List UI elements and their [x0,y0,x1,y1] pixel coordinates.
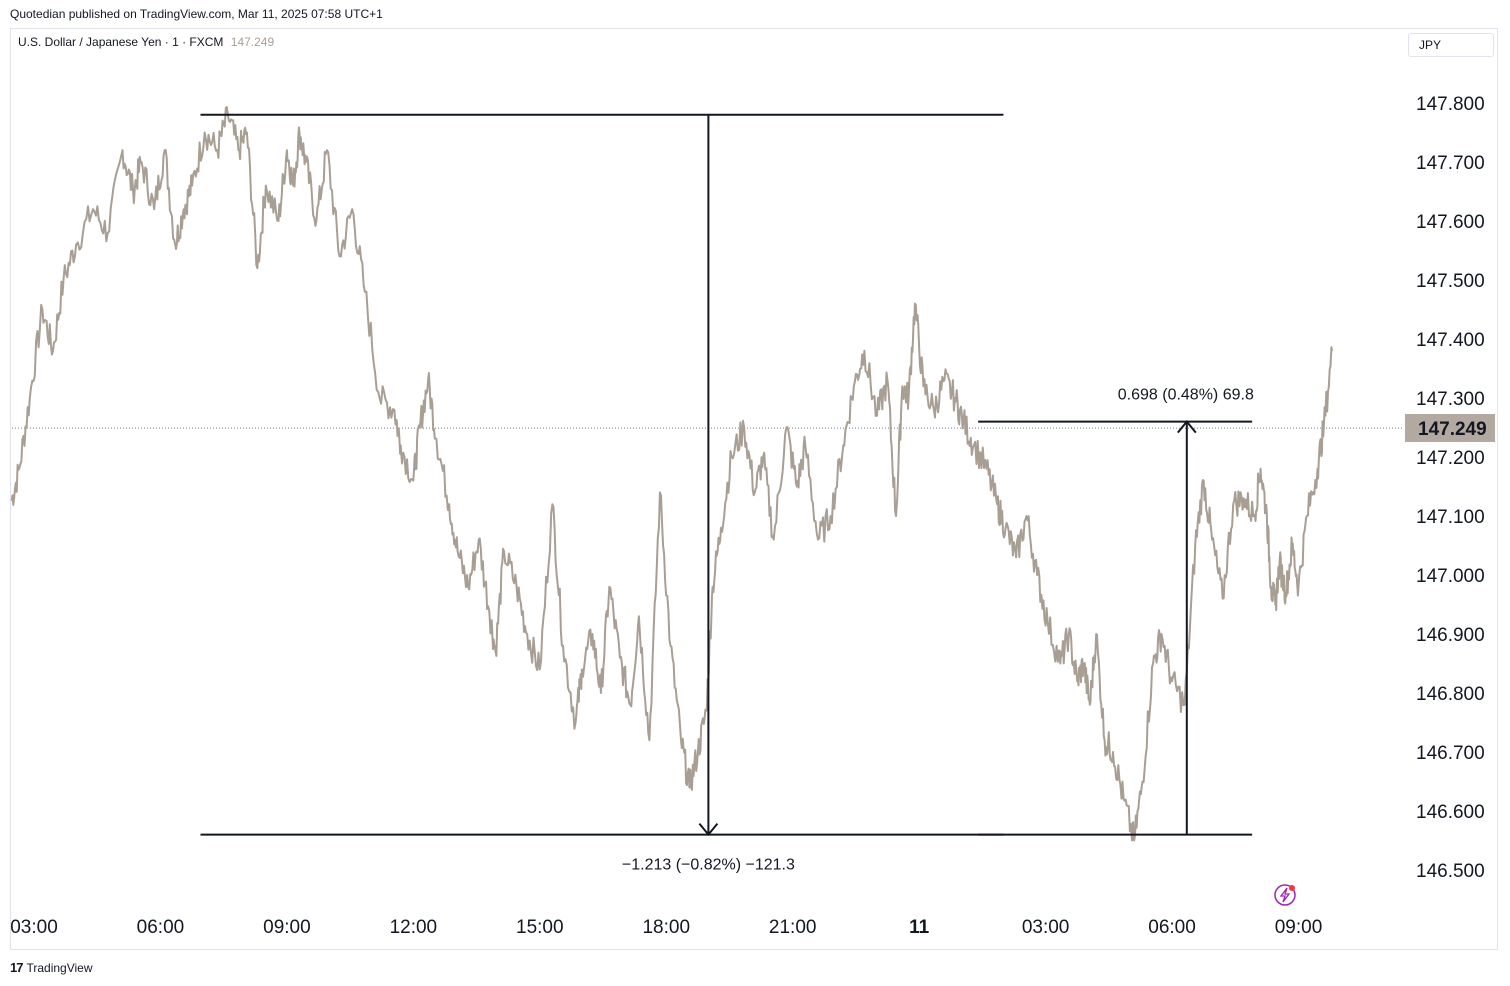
last-price-tag-background [1405,414,1495,442]
footer-brand[interactable]: 17 TradingView [10,960,93,975]
measure-drawings[interactable]: −1.213 (−0.82%) −121.3 0.698 (0.48%) 69.8 [200,113,1254,874]
price-line [10,106,1334,842]
lightning-icon[interactable] [1274,884,1296,906]
measure-arrow-head [1177,420,1197,434]
y-tick-label: 146.800 [1416,684,1485,705]
x-tick-label: 09:00 [263,917,311,938]
symbol-description: U.S. Dollar / Japanese Yen · 1 · FXCM [18,35,224,49]
y-tick-label: 147.700 [1416,153,1485,174]
measure-tool-2[interactable]: 0.698 (0.48%) 69.8 [978,387,1254,836]
y-tick-label: 147.800 [1416,94,1485,115]
x-tick-label: 21:00 [769,917,817,938]
y-tick-label: 147.400 [1416,330,1485,351]
footer-brand-name: TradingView [26,960,93,975]
last-price-tag-value: 147.249 [1418,419,1487,440]
y-tick-label: 147.000 [1416,566,1485,587]
price-series [10,106,1334,842]
x-tick-label: 06:00 [1148,917,1196,938]
chart-frame [10,28,1498,950]
y-tick-label: 147.200 [1416,448,1485,469]
x-tick-label: 03:00 [10,917,58,938]
notification-dot [1289,885,1295,891]
x-tick-label: 15:00 [516,917,564,938]
price-axis: 147.800 147.700 147.600 147.500 147.400 147.3… [1416,94,1485,882]
x-tick-label: 06:00 [137,917,185,938]
y-tick-label: 146.500 [1416,861,1485,882]
x-tick-label: 18:00 [642,917,690,938]
y-tick-label: 147.600 [1416,212,1485,233]
last-price-tag: 147.249 [1405,414,1495,442]
y-tick-label: 147.300 [1416,389,1485,410]
currency-selector[interactable]: JPY [1408,33,1494,57]
y-tick-label: 146.900 [1416,625,1485,646]
legend-last-value: 147.249 [230,35,275,49]
measure-label: 0.698 (0.48%) 69.8 [1118,387,1254,404]
measure-arrow-head [698,822,719,837]
tradingview-logo-icon: 17 [10,960,24,975]
y-tick-label: 146.600 [1416,802,1485,823]
measure-label: −1.213 (−0.82%) −121.3 [622,857,795,874]
x-tick-label: 12:00 [390,917,438,938]
y-tick-label: 146.700 [1416,743,1485,764]
time-axis: 03:00 06:00 09:00 12:00 15:00 18:00 21:00 11 03:… [10,917,1322,938]
y-tick-label: 147.500 [1416,271,1485,292]
measure-tool-1[interactable]: −1.213 (−0.82%) −121.3 [200,113,1004,874]
x-tick-label: 03:00 [1022,917,1070,938]
y-tick-label: 147.100 [1416,507,1485,528]
x-tick-label: 09:00 [1275,917,1323,938]
chart-legend[interactable]: U.S. Dollar / Japanese Yen · 1 · FXCM 14… [18,35,274,49]
x-tick-label: 11 [909,917,930,938]
published-caption: Quotedian published on TradingView.com, … [10,7,383,21]
